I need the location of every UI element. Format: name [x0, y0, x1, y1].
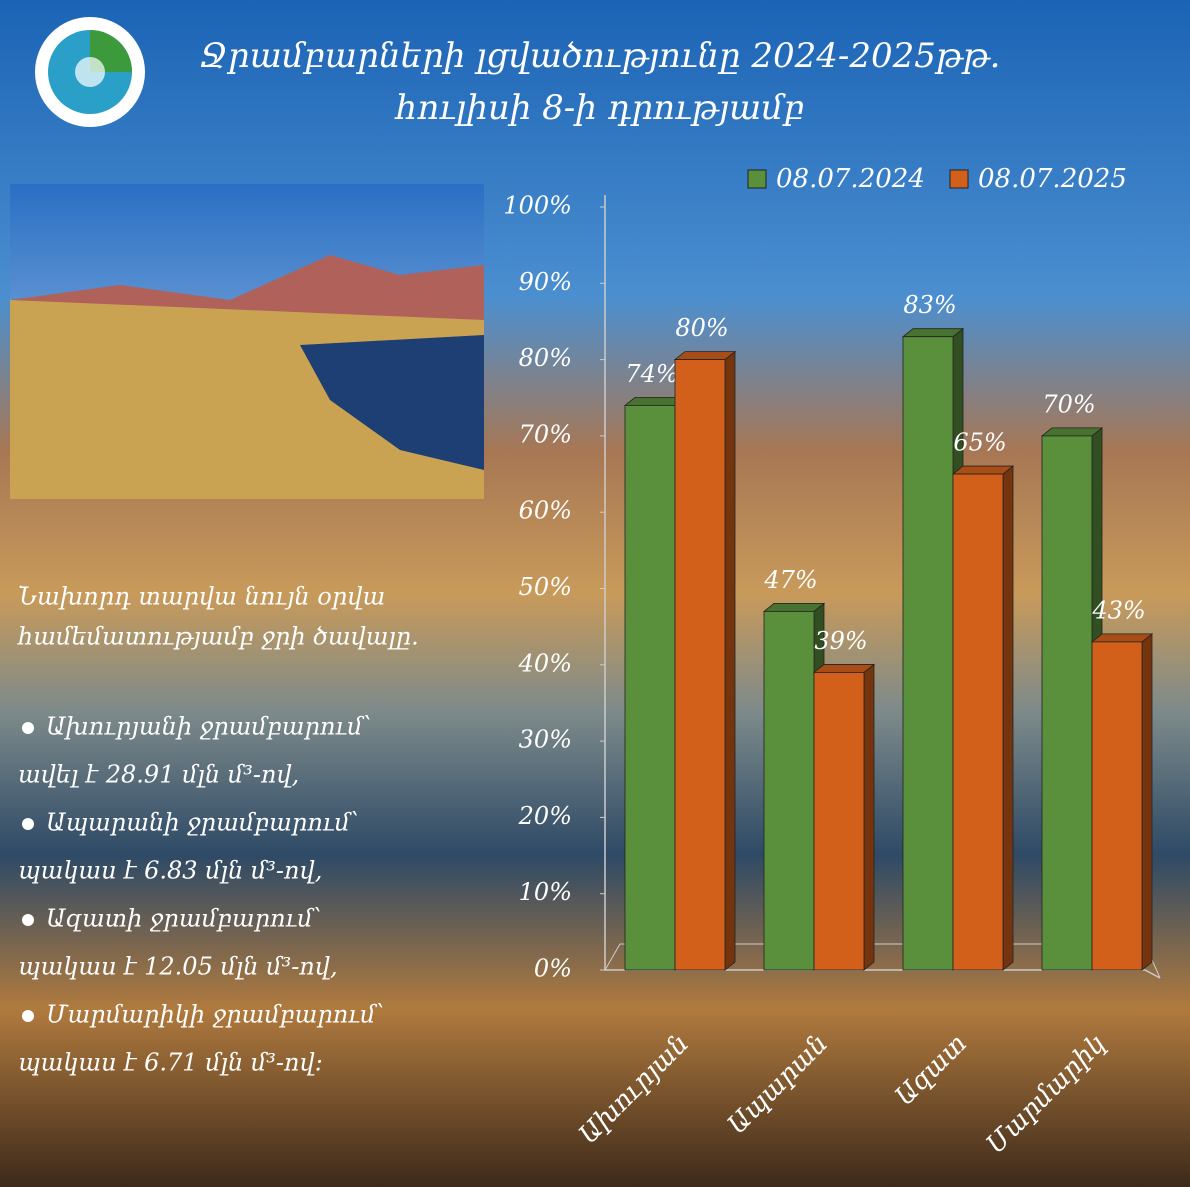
bar [1091, 641, 1143, 971]
bar [674, 359, 726, 971]
y-tick-label: 90% [519, 268, 572, 296]
y-tick-label: 0% [534, 955, 572, 983]
legend-swatch [747, 169, 767, 189]
bar-top [812, 664, 876, 673]
data-label: 47% [763, 566, 817, 594]
y-tick-label: 20% [518, 802, 572, 830]
bar [813, 672, 865, 971]
logo [35, 17, 145, 127]
note-line: Ազատի ջրամբարում՝ [46, 905, 321, 933]
data-label: 83% [903, 291, 956, 319]
note-line: պակաս է 6.83 մլն մ³-ով, [18, 857, 322, 885]
bar [902, 336, 954, 971]
bullet [22, 818, 34, 830]
bar-top [762, 602, 826, 612]
y-tick-label: 70% [519, 420, 572, 448]
legend-label: 08.07.2025 [978, 164, 1127, 194]
bullet [22, 1010, 34, 1022]
photo [10, 184, 484, 499]
data-label: 39% [814, 627, 867, 655]
subtitle: հուլիսի 8-ի դրությամբ [394, 88, 804, 128]
intro-line: համեմատությամբ ջրի ծավալը. [17, 623, 419, 651]
bar [763, 610, 815, 971]
plot [604, 195, 1161, 979]
note-line: Մարմարիկի ջրամբարում՝ [46, 1001, 384, 1029]
bar-top [1090, 633, 1154, 643]
bar-side [863, 663, 875, 971]
note-line: ավել է 28.91 մլն մ³-ով, [18, 761, 299, 789]
note-line: պակաս է 6.71 մլն մ³-ով: [18, 1049, 323, 1077]
data-label: 43% [1091, 596, 1145, 624]
bullet [22, 914, 34, 926]
bar-side [1141, 633, 1153, 971]
y-tick-label: 30% [519, 726, 572, 754]
bar-top [1040, 427, 1104, 437]
y-tick-label: 10% [519, 878, 572, 906]
intro-line: Նախորդ տարվա նույն օրվա [18, 583, 385, 611]
bar [1041, 435, 1093, 971]
data-label: 80% [675, 314, 728, 342]
bullet [22, 722, 34, 734]
legend-swatch [949, 169, 969, 189]
note-line: պակաս է 12.05 մլն մ³-ով, [18, 953, 338, 981]
y-tick-label: 100% [503, 192, 572, 220]
legend-label: 08.07.2024 [776, 164, 925, 194]
bar-top [951, 465, 1015, 475]
title: Ջրամբարների լցվածությունը 2024-2025թթ. [200, 36, 1001, 76]
note-line: Ախուրյանի ջրամբարում՝ [46, 713, 371, 741]
bar-top [901, 328, 965, 338]
bar-side [1002, 465, 1014, 971]
y-tick-label: 40% [518, 649, 572, 677]
y-tick-label: 50% [519, 573, 572, 601]
data-label: 70% [1042, 390, 1095, 418]
bar-top [673, 351, 737, 361]
bar [624, 404, 676, 971]
note-line: Ապարանի ջրամբարում՝ [46, 809, 359, 837]
y-tick-label: 80% [519, 344, 572, 372]
bar-side [724, 350, 736, 971]
bar [952, 473, 1004, 971]
data-label: 74% [625, 360, 678, 388]
data-label: 65% [953, 429, 1006, 457]
y-tick-label: 60% [519, 497, 572, 525]
